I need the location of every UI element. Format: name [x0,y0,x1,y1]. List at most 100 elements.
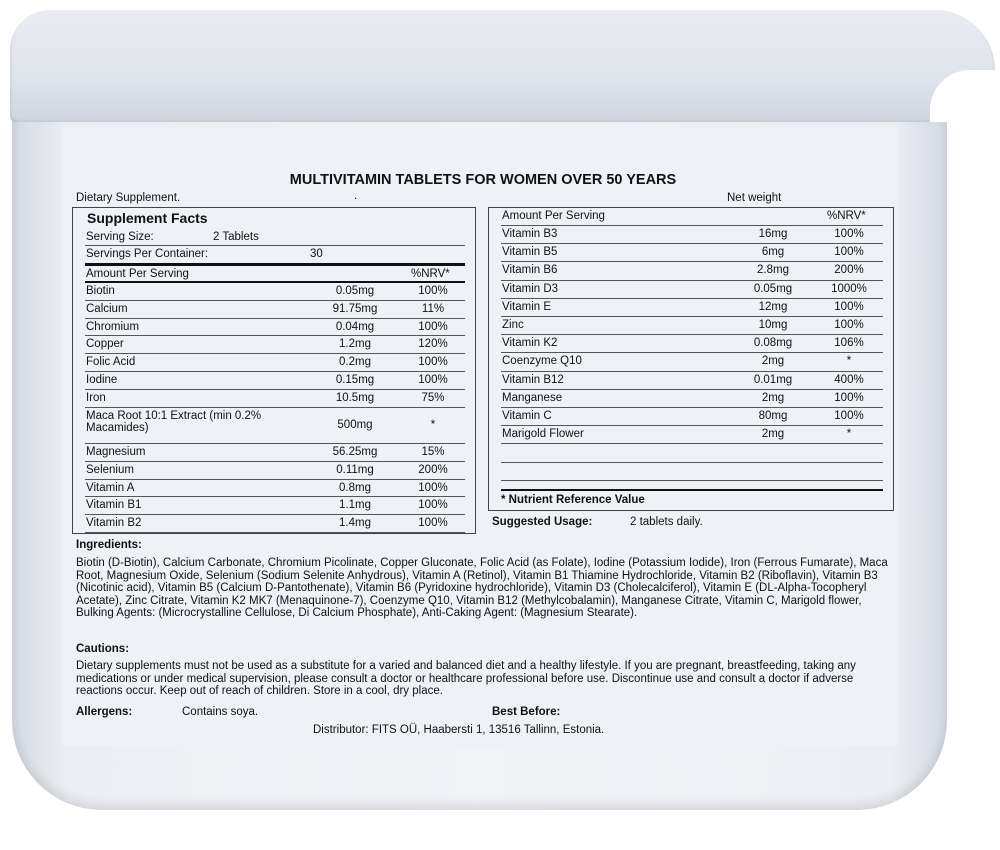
label: %NRV* [827,210,866,222]
nutrient-amount: 6mg [761,246,785,259]
nutrient-name: Vitamin C [502,410,552,422]
nutrient-nrv: 100% [834,228,864,240]
nutrient-nrv: 200% [418,463,448,476]
allergens-value: Contains soya. [182,706,259,718]
amount-header: Amount Per Serving %NRV* [85,266,465,282]
nutrient-nrv: 106% [834,337,864,350]
nutrient-row: Zinc 10mg 100% [501,317,883,336]
supplement-facts-heading: Supplement Facts [87,210,208,226]
nutrient-amount: 0.08mg [753,337,793,350]
usage-value: 2 tablets daily. [630,516,703,528]
nutrient-nrv: 75% [421,391,445,404]
nutrient-nrv: * [846,428,852,441]
nutrient-amount: 2mg [761,428,785,441]
nutrient-amount: 1.1mg [339,499,371,512]
nutrient-amount: 0.8mg [339,481,371,494]
supplement-facts-right: Amount Per Serving %NRV* Vitamin B3 16mg 10… [488,207,894,511]
nutrient-name: Coenzyme Q10 [502,355,582,368]
nutrient-amount: 0.11mg [336,463,374,476]
nutrient-amount: 2mg [761,391,785,404]
cautions-label: Cautions: [76,643,130,655]
label: Serving Size: [86,231,154,243]
nutrient-nrv: 100% [834,391,864,404]
nutrient-amount: 1.2mg [339,338,371,351]
nutrient-amount: 56.25mg [332,446,378,459]
nutrient-row: Marigold Flower 2mg * [501,426,883,445]
nutrient-amount: 0.05mg [335,285,375,297]
cautions-text: Dietary supplements must not be used as … [76,660,856,698]
nutrient-name: Folic Acid [86,356,136,369]
lid-hinge [930,70,1000,130]
nutrient-name: Vitamin B12 [502,373,564,386]
nutrient-amount: 0.05mg [753,282,793,295]
nutrient-amount: 2mg [761,355,785,368]
divider [85,281,465,283]
nutrient-amount: 500mg [337,418,373,431]
serving-size-row: Serving Size: 2 Tablets [85,229,465,246]
nutrient-nrv: * [430,418,436,431]
product-label [62,128,898,746]
nutrient-nrv: 1000% [831,282,867,295]
divider [85,263,465,266]
nutrient-row: Vitamin B5 6mg 100% [501,244,883,263]
nutrient-nrv: 100% [418,374,448,386]
empty-row [501,444,883,463]
nutrient-amount: 2.8mg [757,264,789,277]
nutrient-name: Iodine [86,374,118,386]
servings-row: Servings Per Container: 30 [85,246,465,263]
nutrient-nrv: 100% [418,481,448,494]
nutrient-row: Iodine 0.15mg 100% [85,372,465,390]
container-lid [10,10,995,125]
nutrient-amount: 10.5mg [335,391,375,404]
best-before-label: Best Before: [492,706,561,718]
nutrient-row: Vitamin E 12mg 100% [501,299,883,317]
nutrient-nrv: 200% [834,264,864,277]
nutrient-row: Folic Acid 0.2mg 100% [85,354,465,372]
label: Servings Per Container: [86,248,209,260]
usage-label: Suggested Usage: [492,516,593,528]
nutrient-row: Magnesium 56.25mg 15% [85,444,465,462]
nutrient-row: Vitamin C 80mg 100% [501,408,883,427]
nutrient-nrv: 100% [418,517,448,530]
ingredients-text: Biotin (D-Biotin), Calcium Carbonate, Ch… [76,557,888,620]
nutrient-nrv: 100% [418,285,448,297]
nutrient-amount: 91.75mg [332,302,378,315]
nrv-footnote: * Nutrient Reference Value [501,494,645,506]
nutrient-amount: 0.01mg [753,373,793,386]
nutrient-nrv: 400% [834,373,864,386]
nutrient-amount: 16mg [758,228,788,240]
nutrient-row: Vitamin B2 1.4mg 100% [85,515,465,534]
allergens-label: Allergens: [76,706,133,718]
nutrient-name: Iron [86,391,106,404]
dietary-supplement: Dietary Supplement. [76,192,181,204]
nutrient-name: Vitamin A [86,481,135,494]
net-weight: Net weight [727,192,782,204]
nutrient-row: Maca Root 10:1 Extract (min 0.2% Macamid… [85,408,465,445]
nutrient-nrv: 100% [834,246,864,259]
product-title: MULTIVITAMIN TABLETS FOR WOMEN OVER 50 Y… [289,172,677,188]
nutrient-name: Vitamin D3 [502,282,559,295]
nutrient-row: Vitamin D3 0.05mg 1000% [501,281,883,299]
nutrient-amount: 1.4mg [339,517,371,530]
nutrient-name: Maca Root 10:1 Extract (min 0.2% Macamid… [86,409,262,434]
nutrient-name: Selenium [86,463,134,476]
nutrient-nrv: 100% [418,356,448,369]
dot: . [354,190,358,202]
nutrient-nrv: 100% [418,499,448,512]
value: 30 [310,248,323,260]
nutrient-name: Calcium [86,302,128,315]
nutrient-row: Iron 10.5mg 75% [85,390,465,408]
nutrient-row: Biotin 0.05mg 100% [85,283,465,301]
nutrient-nrv: 100% [834,300,864,313]
nutrient-row: Vitamin B1 1.1mg 100% [85,497,465,516]
nutrient-name: Vitamin B2 [86,517,142,530]
nutrient-name: Vitamin B6 [502,264,558,277]
nutrient-name: Vitamin K2 [502,337,558,350]
distributor: Distributor: FITS OÜ, Haabersti 1, 13516… [313,724,605,736]
ingredients-label: Ingredients: [76,539,142,551]
divider [501,489,883,491]
nutrient-row: Selenium 0.11mg 200% [85,462,465,480]
nutrient-name: Biotin [86,285,115,297]
nutrient-name: Chromium [86,320,140,333]
nutrient-row: Vitamin A 0.8mg 100% [85,480,465,498]
